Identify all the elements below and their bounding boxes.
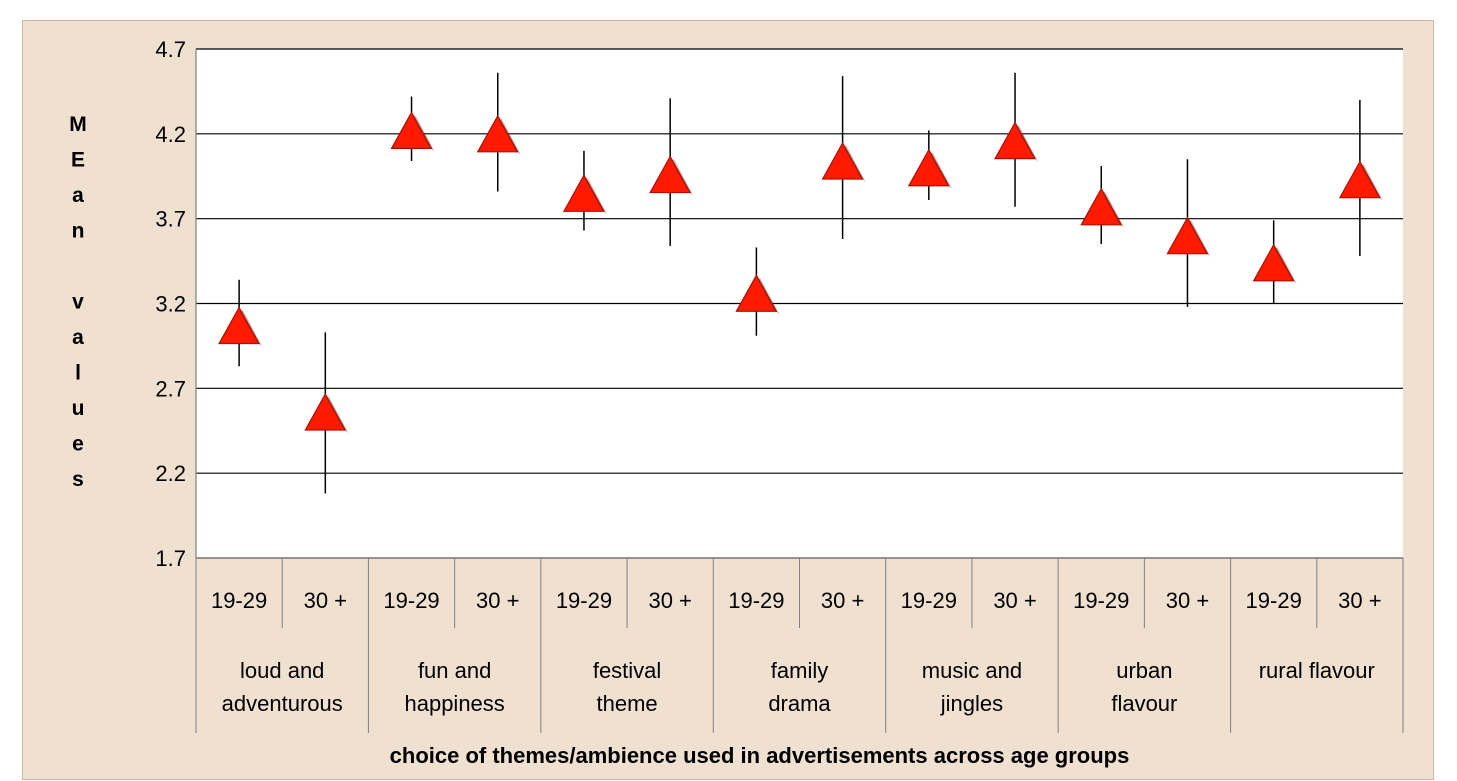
marker-shadow [583,178,607,215]
y-axis-label-letter: M [69,113,87,136]
data-point-marker [1166,216,1209,255]
x-tick-label: 30 + [1338,588,1381,613]
data-point-marker [562,173,605,212]
marker-shadow [842,145,866,182]
data-point-marker [476,114,519,153]
y-axis-label-letter: s [72,468,84,491]
y-tick-label: 1.7 [155,546,186,571]
x-axis-label: choice of themes/ambience used in advert… [390,743,1130,768]
data-point-marker [390,111,433,150]
group-label: theme [596,691,657,716]
group-label: family [771,658,828,683]
data-point-marker [218,306,261,345]
y-tick-label: 3.7 [155,207,186,232]
x-tick-label: 19-29 [1073,588,1129,613]
y-tick-label: 2.7 [155,376,186,401]
group-label: flavour [1111,691,1177,716]
x-tick-label: 19-29 [728,588,784,613]
group-label: urban [1116,658,1172,683]
marker-shadow [239,310,263,347]
x-tick-label: 19-29 [211,588,267,613]
y-axis-label-letter: a [72,326,84,349]
x-tick-label: 30 + [821,588,864,613]
axes: 1.7 2.2 2.7 3.2 3.7 4.2 4.7 19-29 30 + 19-29 30 + 1… [155,37,1404,733]
group-label: happiness [404,691,504,716]
y-axis-label-letter: n [72,220,85,243]
group-label: drama [768,691,831,716]
data-point-marker [821,141,864,180]
y-tick-label: 3.2 [155,292,186,317]
y-axis-label-letter: v [72,291,84,314]
y-axis-label-letter: a [72,184,84,207]
marker-shadow [1101,191,1125,228]
x-tick-label: 19-29 [556,588,612,613]
y-tick-label: 2.2 [155,461,186,486]
chart-frame: 1.7 2.2 2.7 3.2 3.7 4.2 4.7 19-29 30 + 19-29 30 + 1… [22,20,1434,780]
group-label: festival [593,658,661,683]
marker-shadow [411,115,435,152]
marker-shadow [1359,164,1383,201]
x-tick-label: 30 + [304,588,347,613]
data-point-marker [735,274,778,312]
marker-shadow [1015,125,1039,162]
group-label: music and [922,658,1022,683]
group-label: loud and [240,658,324,683]
marker-shadow [497,118,521,155]
data-point-marker [1252,243,1295,282]
y-tick-label: 4.7 [155,37,186,62]
x-tick-label: 19-29 [1246,588,1302,613]
y-axis-label-letter: l [75,362,81,385]
marker-shadow [1273,247,1297,284]
chart-svg: 1.7 2.2 2.7 3.2 3.7 4.2 4.7 19-29 30 + 19-29 30 + 1… [69,37,1404,768]
x-tick-label: 19-29 [383,588,439,613]
y-tick-label: 4.2 [155,122,186,147]
data-point-marker [994,121,1037,160]
marker-shadow [670,159,694,196]
marker-shadow [1187,220,1211,257]
x-tick-label: 30 + [993,588,1036,613]
data-point-marker [649,155,692,194]
plot-area [196,48,1403,559]
data-point-marker [1338,160,1381,199]
group-label: adventurous [222,691,343,716]
marker-shadow [756,278,780,315]
x-tick-label: 30 + [648,588,691,613]
group-label: jingles [940,691,1003,716]
marker-shadow [928,152,952,189]
y-axis-label-letter: u [72,397,85,420]
marker-shadow [325,397,349,434]
group-label: fun and [418,658,491,683]
y-axis-label-letter: e [72,433,84,456]
data-point-marker [304,392,347,431]
x-tick-label: 30 + [1166,588,1209,613]
y-axis-label-letter: E [71,149,85,172]
data-point-marker [1080,187,1123,226]
x-tick-label: 30 + [476,588,519,613]
group-label: rural flavour [1259,658,1375,683]
x-tick-label: 19-29 [901,588,957,613]
data-point-marker [907,148,950,187]
